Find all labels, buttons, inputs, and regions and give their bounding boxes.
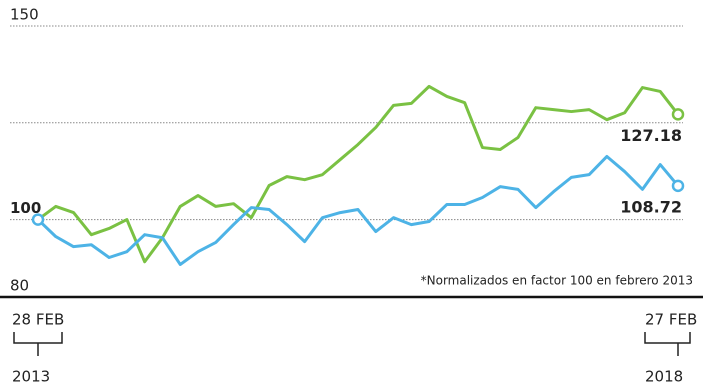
end-date: 27 FEB	[645, 311, 697, 329]
value-label: 108.72	[620, 197, 682, 216]
bracket	[644, 332, 691, 356]
start-year: 2013	[12, 368, 50, 386]
y-tick-label: 150	[10, 6, 39, 24]
start-date: 28 FEB	[12, 311, 64, 329]
end-year: 2018	[645, 368, 683, 386]
line	[36, 154, 680, 266]
y-tick-label: 80	[10, 277, 29, 295]
note: *Normalizados en factor 100 en febrero 2…	[421, 274, 693, 288]
bracket	[13, 332, 63, 356]
end-marker	[671, 179, 685, 193]
start-marker	[31, 213, 45, 226]
line	[37, 84, 680, 264]
value-label: 127.18	[620, 126, 682, 145]
y-tick-label: 100	[10, 199, 41, 217]
end-marker	[671, 108, 685, 121]
